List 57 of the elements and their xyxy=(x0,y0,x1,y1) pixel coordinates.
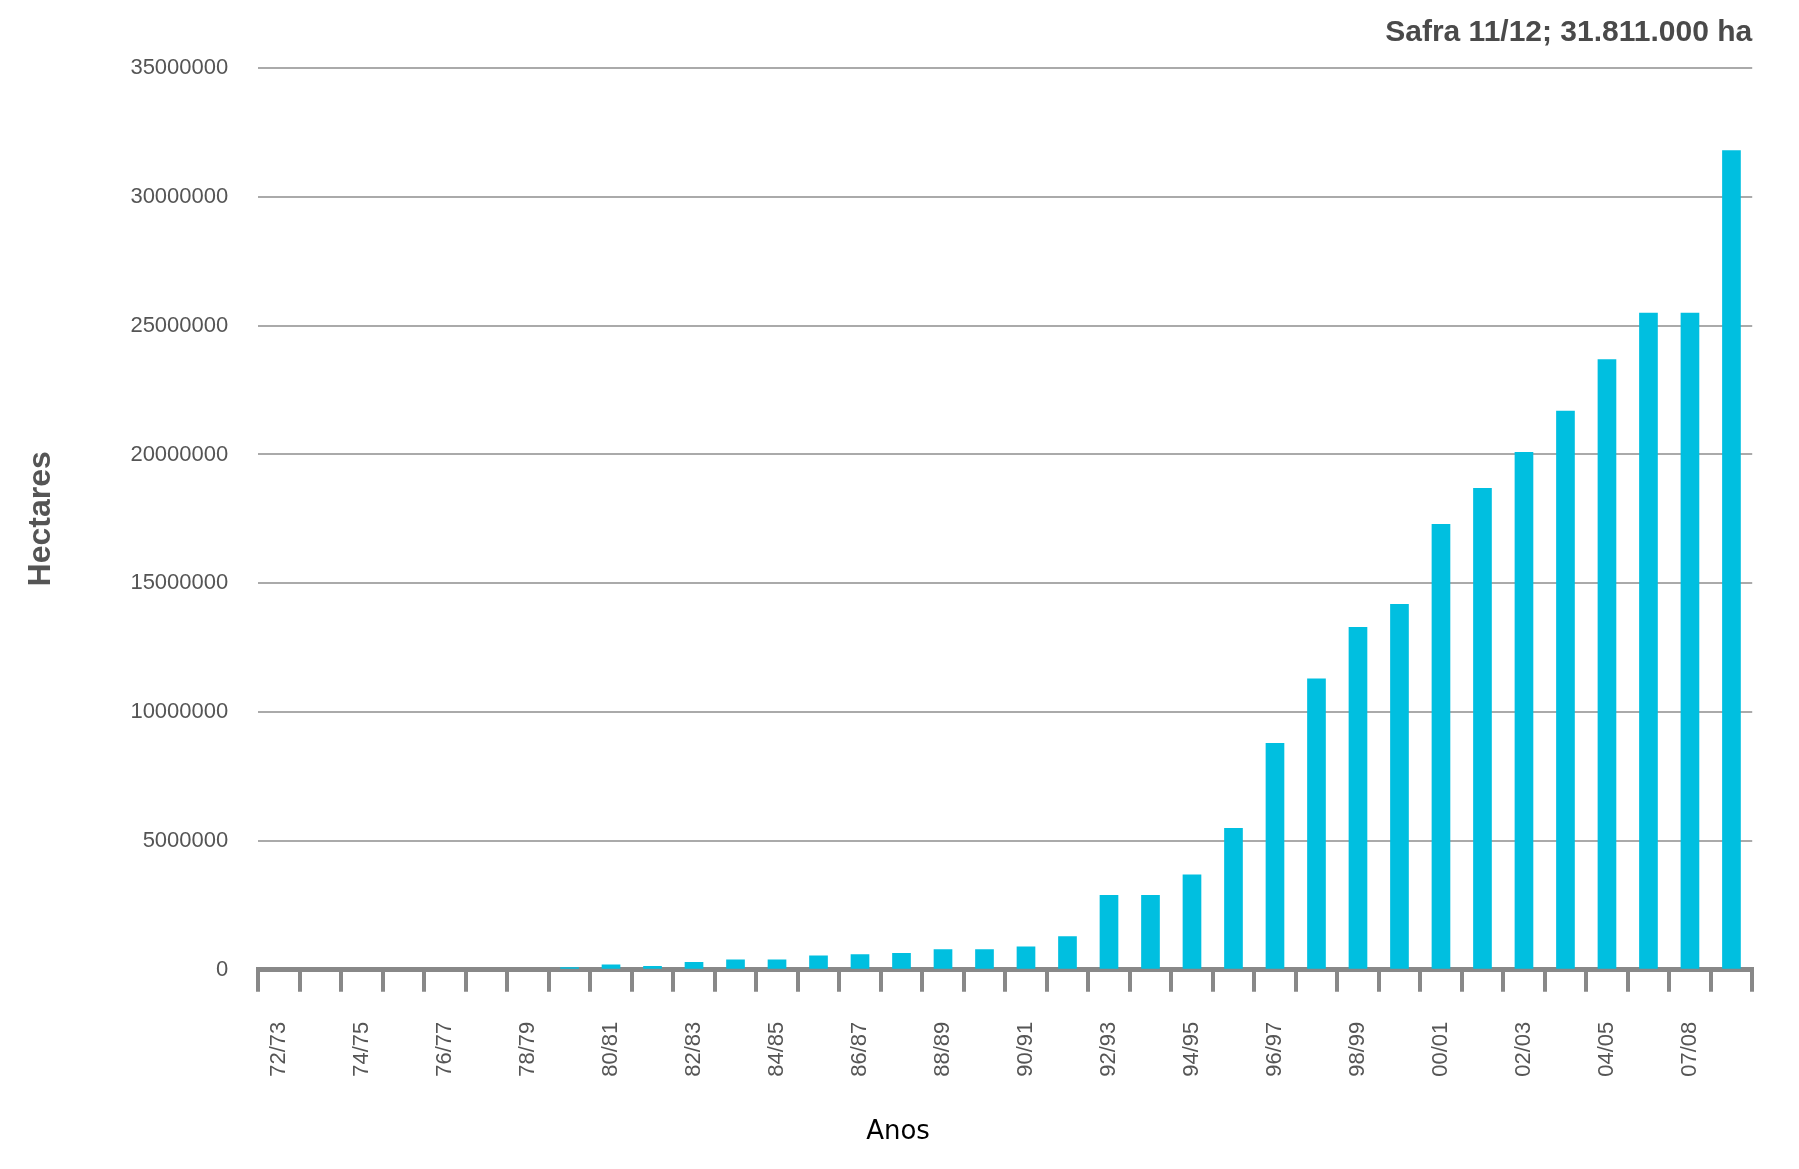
bar xyxy=(767,959,787,969)
text: Safra 11/12; 31.811.000 ha xyxy=(1385,14,1753,48)
bar xyxy=(1556,410,1575,969)
y-tick-label: 15000000 xyxy=(130,569,229,595)
bar xyxy=(1141,895,1160,969)
y-tick-label: 25000000 xyxy=(130,311,229,337)
x-tick-label: 94/95 xyxy=(1178,1021,1204,1077)
x-tick-label: 74/75 xyxy=(348,1021,374,1077)
x-tick-label: 96/97 xyxy=(1261,1021,1287,1077)
bar xyxy=(1514,451,1534,969)
bar xyxy=(1639,312,1658,969)
bar xyxy=(975,949,994,969)
y-tick-label: 5000000 xyxy=(142,826,229,852)
bar xyxy=(1224,828,1243,969)
bar xyxy=(1016,946,1036,969)
x-tick-label: 00/01 xyxy=(1427,1021,1453,1077)
bar xyxy=(684,962,704,969)
y-tick-label: 20000000 xyxy=(130,440,229,466)
x-tick-label: 04/05 xyxy=(1593,1021,1619,1077)
bar xyxy=(1182,874,1202,969)
x-tick-label: 98/99 xyxy=(1344,1021,1370,1077)
bar xyxy=(1348,627,1368,969)
x-tick-label: 90/91 xyxy=(1012,1021,1038,1077)
x-tick-label: 82/83 xyxy=(680,1021,706,1077)
bar xyxy=(1597,359,1617,969)
bar xyxy=(892,953,911,969)
bar xyxy=(1431,524,1451,969)
y-tick-label: 10000000 xyxy=(130,698,229,724)
x-tick-label: 86/87 xyxy=(846,1021,872,1077)
x-tick-label: 07/08 xyxy=(1676,1021,1702,1077)
y-tick-label: 35000000 xyxy=(130,54,229,80)
bar xyxy=(1473,487,1492,969)
x-tick-label: 78/79 xyxy=(514,1021,540,1077)
y-tick-label: 30000000 xyxy=(130,182,229,208)
y-tick-label: 0 xyxy=(216,955,229,981)
bar xyxy=(1058,936,1077,969)
x-tick-label: 72/73 xyxy=(265,1021,291,1077)
x-axis-title: Anos xyxy=(866,1115,930,1146)
bar xyxy=(933,949,953,969)
bar xyxy=(1680,312,1700,969)
x-tick-label: 02/03 xyxy=(1510,1021,1536,1077)
y-axis-title: Hectares xyxy=(21,451,58,587)
bar xyxy=(1390,603,1409,969)
x-tick-label: 84/85 xyxy=(763,1021,789,1077)
x-tick-label: 76/77 xyxy=(431,1021,457,1077)
bar xyxy=(643,965,662,969)
bar xyxy=(1722,150,1741,969)
bar xyxy=(1307,678,1326,969)
x-tick-label: 92/93 xyxy=(1095,1021,1121,1077)
bar xyxy=(1099,895,1119,969)
bar xyxy=(850,954,870,969)
bar xyxy=(1265,743,1285,969)
bar xyxy=(601,964,621,969)
x-tick-label: 88/89 xyxy=(929,1021,955,1077)
bar xyxy=(726,959,745,969)
bar xyxy=(809,955,828,969)
x-tick-label: 80/81 xyxy=(597,1021,623,1077)
